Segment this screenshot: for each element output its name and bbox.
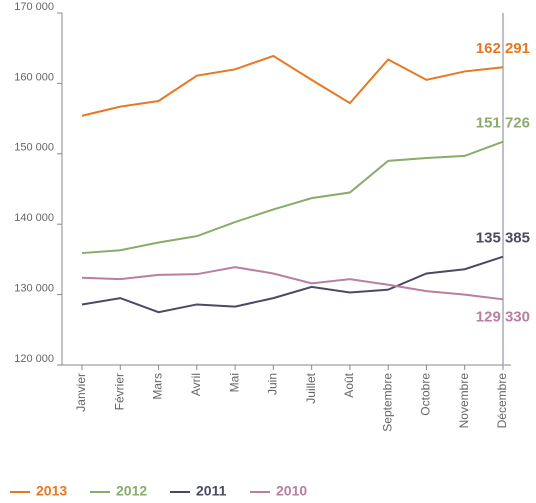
x-tick-label: Juillet xyxy=(304,372,318,403)
y-tick-label: 150 000 xyxy=(14,142,54,154)
legend-label: 2012 xyxy=(116,483,147,499)
legend-label: 2011 xyxy=(196,483,227,499)
x-tick-label: Décembre xyxy=(495,373,509,429)
x-tick-label: Février xyxy=(112,373,126,410)
x-tick-label: Juin xyxy=(266,373,280,395)
x-tick-label: Octobre xyxy=(419,373,433,416)
y-tick-label: 160 000 xyxy=(14,71,54,83)
legend-label: 2013 xyxy=(36,483,67,499)
x-tick-label: Mars xyxy=(151,373,165,400)
y-tick-label: 130 000 xyxy=(14,283,54,295)
x-tick-label: Septembre xyxy=(380,373,394,432)
x-tick-label: Novembre xyxy=(457,373,471,429)
series-line xyxy=(81,54,504,117)
legend-label: 2010 xyxy=(276,483,307,499)
end-label: 162 291 xyxy=(476,40,530,57)
series-line xyxy=(81,255,504,314)
x-tick-label: Avril xyxy=(189,373,203,396)
x-tick-label: Janvier xyxy=(74,373,88,412)
y-tick-label: 140 000 xyxy=(14,212,54,224)
series-line xyxy=(81,266,504,301)
end-label: 151 726 xyxy=(476,115,530,132)
x-tick-label: Août xyxy=(342,372,356,397)
x-tick-label: Mai xyxy=(227,373,241,392)
series-line xyxy=(81,140,504,255)
y-tick-label: 120 000 xyxy=(14,353,54,365)
end-label: 135 385 xyxy=(476,230,530,247)
end-label: 129 330 xyxy=(476,308,530,325)
y-tick-label: 170 000 xyxy=(14,1,54,13)
